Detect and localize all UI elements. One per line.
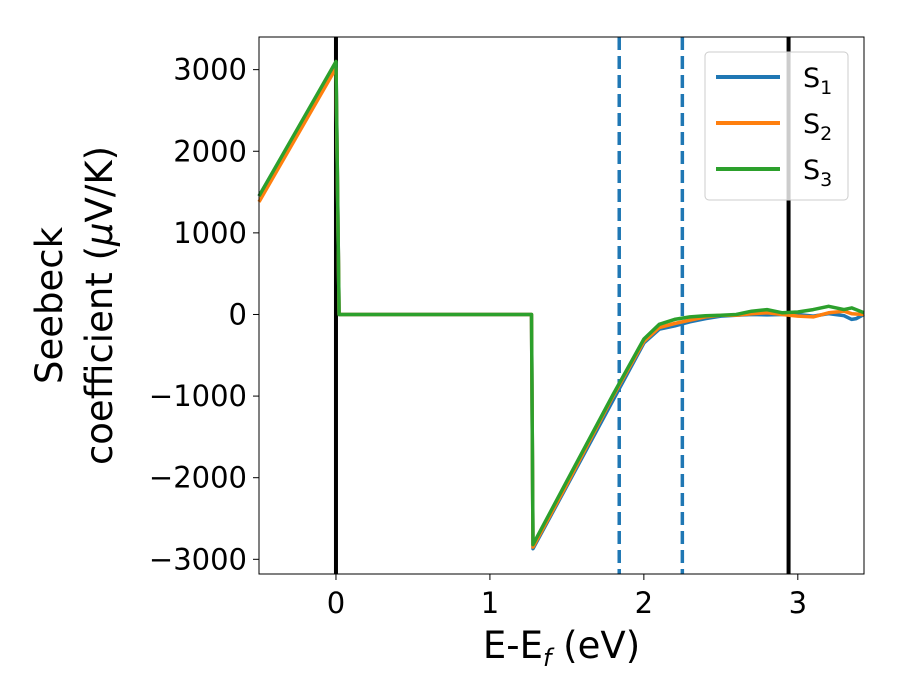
legend: S1 S2 S3 bbox=[704, 51, 849, 201]
y-axis-label-text: coefficient ( bbox=[78, 246, 121, 465]
plot-frame bbox=[258, 36, 865, 575]
x-axis-label-main: E-E bbox=[483, 624, 543, 667]
y-tick-label: 1000 bbox=[173, 216, 247, 250]
y-axis-label: Seebeck coefficient (μV/K) bbox=[28, 146, 121, 465]
x-tick-label: 2 bbox=[635, 586, 653, 620]
legend-label-2: S2 bbox=[803, 109, 832, 145]
legend-label-1: S1 bbox=[803, 63, 832, 99]
y-tick-label: −3000 bbox=[149, 542, 247, 576]
y-tick-label: 0 bbox=[229, 297, 247, 331]
y-tick-label: −2000 bbox=[149, 461, 247, 495]
y-tick-label: 3000 bbox=[173, 53, 247, 87]
y-axis-label-line2: coefficient (μV/K) bbox=[78, 146, 121, 465]
y-tick-label: 2000 bbox=[173, 134, 247, 168]
legend-label-3: S3 bbox=[803, 155, 832, 191]
y-tick-label: −1000 bbox=[149, 379, 247, 413]
x-tick-label: 1 bbox=[481, 586, 499, 620]
series-line-3 bbox=[257, 59, 865, 547]
axis-ticks: 0 1 2 3 3000 2000 1000 0 −1000 −2000 −3000 bbox=[149, 53, 807, 620]
x-tick-label: 3 bbox=[789, 586, 807, 620]
x-axis-label: E-Ef (eV) bbox=[483, 624, 640, 672]
legend-box bbox=[704, 51, 849, 201]
y-axis-label-line1: Seebeck bbox=[28, 226, 71, 384]
x-tick-label: 0 bbox=[327, 586, 345, 620]
y-axis-label-mu: μ bbox=[78, 222, 121, 247]
x-axis-label-unit: (eV) bbox=[551, 624, 640, 667]
series-lines bbox=[257, 59, 865, 551]
y-axis-label-unit: V/K) bbox=[78, 146, 121, 222]
